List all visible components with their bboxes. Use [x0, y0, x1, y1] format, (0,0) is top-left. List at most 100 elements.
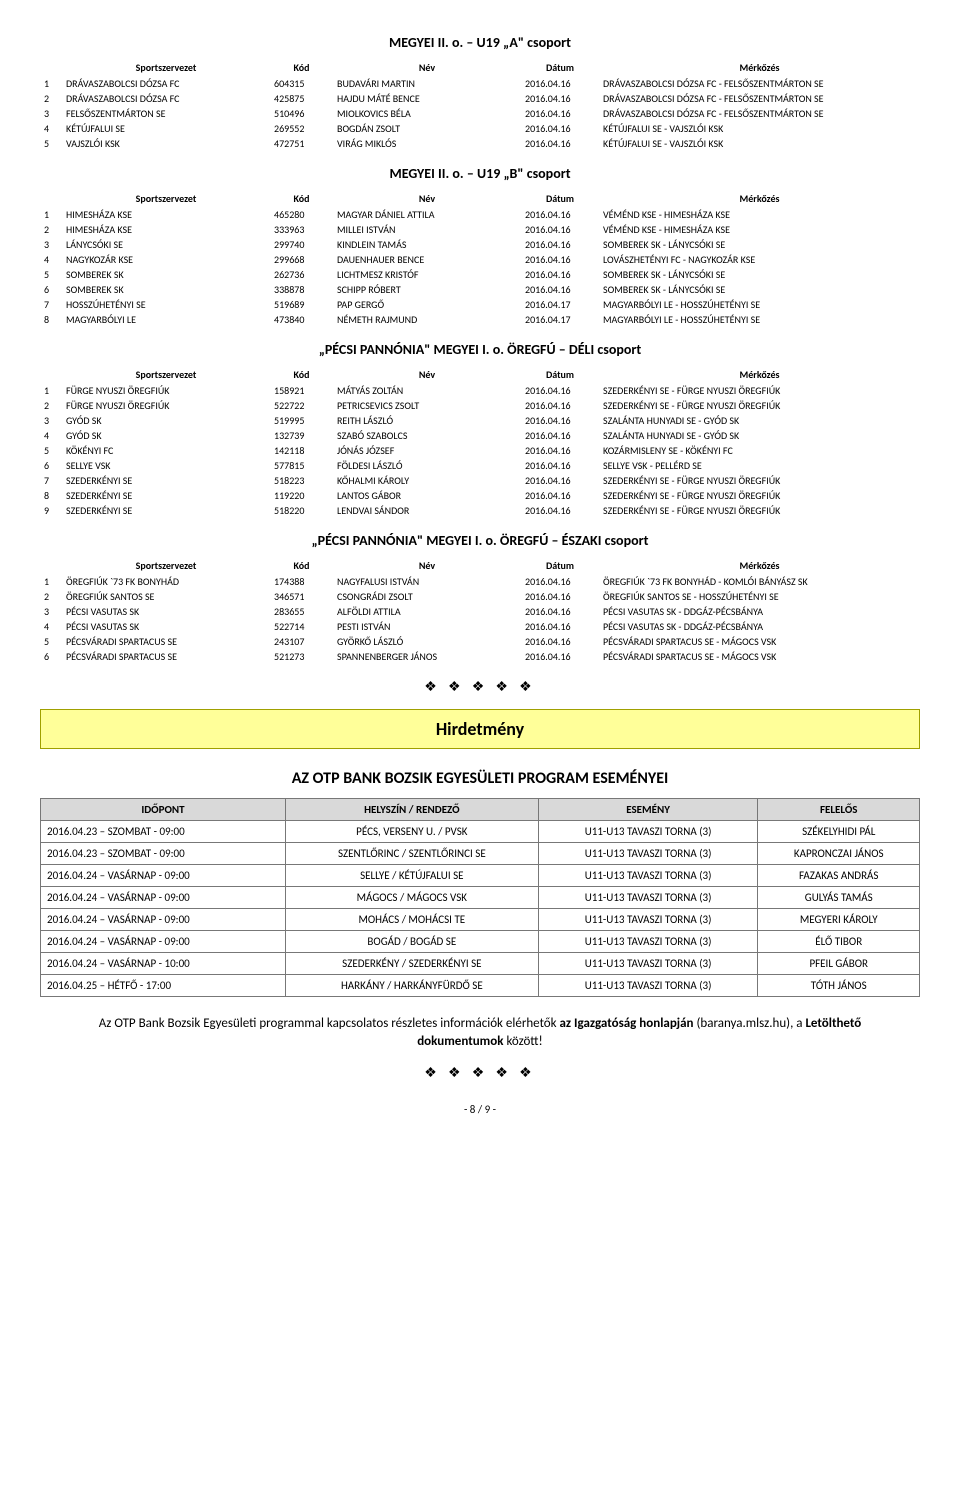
cell: SELLYE VSK	[62, 458, 270, 473]
column-header: Kód	[270, 366, 333, 383]
schedule-cell: MÁGOCS / MÁGOCS VSK	[285, 887, 538, 909]
cell: VÉMÉND KSE - HIMESHÁZA KSE	[599, 222, 920, 237]
cell: SPANNENBERGER JÁNOS	[333, 649, 521, 664]
cell: 2016.04.16	[521, 267, 599, 282]
column-header: Dátum	[521, 190, 599, 207]
table-row: 8SZEDERKÉNYI SE119220LANTOS GÁBOR2016.04…	[40, 488, 920, 503]
cell: PÉCSI VASUTAS SK	[62, 619, 270, 634]
column-header: Kód	[270, 190, 333, 207]
cell: 518223	[270, 473, 333, 488]
cell: NÉMETH RAJMUND	[333, 312, 521, 327]
cell: 2016.04.16	[521, 252, 599, 267]
table-row: 6SELLYE VSK577815FÖLDESI LÁSZLÓ2016.04.1…	[40, 458, 920, 473]
column-header: Név	[333, 59, 521, 76]
table-row: 7HOSSZÚHETÉNYI SE519689PAP GERGŐ2016.04.…	[40, 297, 920, 312]
cell: 2016.04.16	[521, 488, 599, 503]
note-bold-1: az Igazgatóság honlapján	[560, 1016, 694, 1031]
cell: ÖREGFIÚK `73 FK BONYHÁD - KOMLÓI BÁNYÁSZ…	[599, 574, 920, 589]
cell: 2016.04.16	[521, 589, 599, 604]
cell: 338878	[270, 282, 333, 297]
table-row: 2DRÁVASZABOLCSI DÓZSA FC425875HAJDU MÁTÉ…	[40, 91, 920, 106]
cell: LOVÁSZHETÉNYI FC - NAGYKOZÁR KSE	[599, 252, 920, 267]
table-row: 2FÜRGE NYUSZI ÖREGFIÚK522722PETRICSEVICS…	[40, 398, 920, 413]
table-row: 9SZEDERKÉNYI SE518220LENDVAI SÁNDOR2016.…	[40, 503, 920, 518]
cell: ÖREGFIÚK SANTOS SE	[62, 589, 270, 604]
cell: BOGDÁN ZSOLT	[333, 121, 521, 136]
cell: 269552	[270, 121, 333, 136]
schedule-cell: U11-U13 TAVASZI TORNA (3)	[538, 843, 758, 865]
column-header: Sportszervezet	[62, 366, 270, 383]
cell: PÉCSVÁRADI SPARTACUS SE	[62, 649, 270, 664]
cell: SCHIPP RÓBERT	[333, 282, 521, 297]
cell: KINDLEIN TAMÁS	[333, 237, 521, 252]
column-header: Mérkőzés	[599, 59, 920, 76]
cell: 2016.04.16	[521, 398, 599, 413]
cell: PÉCSI VASUTAS SK - DDGÁZ-PÉCSBÁNYA	[599, 604, 920, 619]
cell: 158921	[270, 383, 333, 398]
cell: 2016.04.17	[521, 312, 599, 327]
cell: KŐHALMI KÁROLY	[333, 473, 521, 488]
cell: 510496	[270, 106, 333, 121]
note-mid: (baranya.mlsz.hu), a	[694, 1016, 806, 1031]
cell: MAGYARBÓLYI LE	[62, 312, 270, 327]
cell: PETRICSEVICS ZSOLT	[333, 398, 521, 413]
table-row: 1ÖREGFIÚK `73 FK BONYHÁD174388NAGYFALUSI…	[40, 574, 920, 589]
column-header: Mérkőzés	[599, 190, 920, 207]
cell: SOMBEREK SK	[62, 267, 270, 282]
table-row: 3FELSŐSZENTMÁRTON SE510496MIOLKOVICS BÉL…	[40, 106, 920, 121]
cell: GYÖRKŐ LÁSZLÓ	[333, 634, 521, 649]
cell: BUDAVÁRI MARTIN	[333, 76, 521, 91]
schedule-row: 2016.04.24 – VASÁRNAP - 09:00SELLYE / KÉ…	[41, 865, 920, 887]
column-header: Név	[333, 190, 521, 207]
cell: 3	[40, 106, 62, 121]
cell: MILLEI ISTVÁN	[333, 222, 521, 237]
cell: PESTI ISTVÁN	[333, 619, 521, 634]
cell: PÉCSI VASUTAS SK - DDGÁZ-PÉCSBÁNYA	[599, 619, 920, 634]
cell: SZEDERKÉNYI SE - FÜRGE NYUSZI ÖREGFIÚK	[599, 398, 920, 413]
cell: NAGYFALUSI ISTVÁN	[333, 574, 521, 589]
cell: 3	[40, 604, 62, 619]
cell: GYÓD SK	[62, 428, 270, 443]
schedule-cell: GULYÁS TAMÁS	[758, 887, 920, 909]
schedule-cell: BOGÁD / BOGÁD SE	[285, 931, 538, 953]
cell: 522714	[270, 619, 333, 634]
cell: PÉCSVÁRADI SPARTACUS SE	[62, 634, 270, 649]
cell: 299740	[270, 237, 333, 252]
cell: FÜRGE NYUSZI ÖREGFIÚK	[62, 383, 270, 398]
cell: MÁTYÁS ZOLTÁN	[333, 383, 521, 398]
cell: 2016.04.16	[521, 282, 599, 297]
schedule-cell: 2016.04.24 – VASÁRNAP - 09:00	[41, 887, 286, 909]
schedule-cell: MOHÁCS / MOHÁCSI TE	[285, 909, 538, 931]
column-header: Név	[333, 557, 521, 574]
schedule-row: 2016.04.24 – VASÁRNAP - 10:00SZEDERKÉNY …	[41, 953, 920, 975]
cell: ÖREGFIÚK `73 FK BONYHÁD	[62, 574, 270, 589]
cell: 2016.04.16	[521, 443, 599, 458]
schedule-cell: SZEDERKÉNY / SZEDERKÉNYI SE	[285, 953, 538, 975]
cell: ALFÖLDI ATTILA	[333, 604, 521, 619]
schedule-cell: 2016.04.24 – VASÁRNAP - 10:00	[41, 953, 286, 975]
schedule-row: 2016.04.24 – VASÁRNAP - 09:00BOGÁD / BOG…	[41, 931, 920, 953]
column-header: Kód	[270, 59, 333, 76]
schedule-cell: U11-U13 TAVASZI TORNA (3)	[538, 821, 758, 843]
schedule-row: 2016.04.24 – VASÁRNAP - 09:00MÁGOCS / MÁ…	[41, 887, 920, 909]
cell: 174388	[270, 574, 333, 589]
cell: 142118	[270, 443, 333, 458]
section-title: MEGYEI II. o. – U19 „B" csoport	[40, 165, 920, 182]
cell: DAUENHAUER BENCE	[333, 252, 521, 267]
cell: DRÁVASZABOLCSI DÓZSA FC	[62, 91, 270, 106]
table-row: 4GYÓD SK132739SZABÓ SZABOLCS2016.04.16SZ…	[40, 428, 920, 443]
cell: 1	[40, 76, 62, 91]
schedule-cell: ÉLŐ TIBOR	[758, 931, 920, 953]
schedule-cell: 2016.04.24 – VASÁRNAP - 09:00	[41, 909, 286, 931]
cell: 2016.04.16	[521, 222, 599, 237]
cell: 6	[40, 282, 62, 297]
cell: 6	[40, 458, 62, 473]
cell: 4	[40, 619, 62, 634]
cell: LICHTMESZ KRISTÓF	[333, 267, 521, 282]
column-header: Sportszervezet	[62, 59, 270, 76]
cell: DRÁVASZABOLCSI DÓZSA FC - FELSŐSZENTMÁRT…	[599, 91, 920, 106]
cell: 8	[40, 488, 62, 503]
cell: SZEDERKÉNYI SE	[62, 503, 270, 518]
schedule-cell: PÉCS, VERSENY U. / PVSK	[285, 821, 538, 843]
cell: VIRÁG MIKLÓS	[333, 136, 521, 151]
